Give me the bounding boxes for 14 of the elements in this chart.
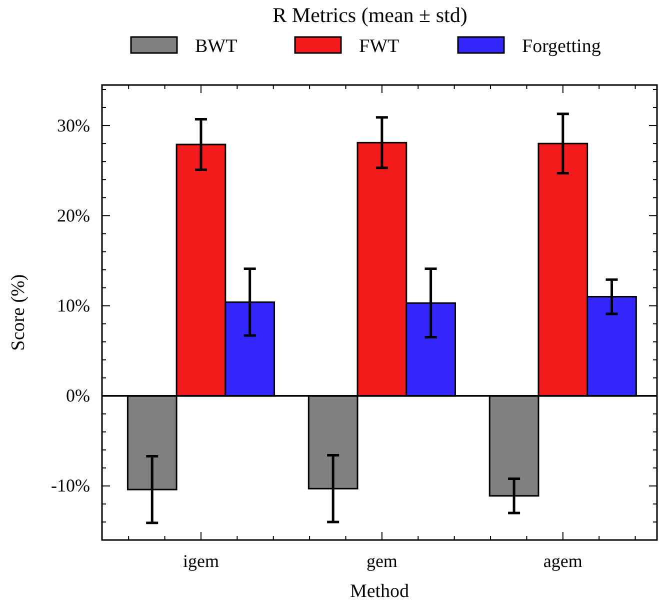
- legend-label: BWT: [195, 36, 238, 57]
- x-tick-label: igem: [182, 550, 219, 571]
- x-axis-title: Method: [350, 581, 410, 602]
- y-tick-label: -10%: [51, 476, 90, 496]
- x-tick-label: agem: [543, 550, 582, 571]
- x-tick-label: gem: [366, 550, 398, 571]
- y-axis-title: Score (%): [8, 274, 29, 351]
- legend-label: FWT: [359, 36, 400, 57]
- y-tick-label: 30%: [57, 115, 90, 136]
- y-tick-label: 0%: [66, 386, 90, 406]
- y-tick-label: 10%: [57, 296, 90, 316]
- legend-label: Forgetting: [522, 36, 602, 57]
- y-tick-label: 20%: [57, 205, 90, 226]
- legend-title: R Metrics (mean ± std): [272, 3, 468, 27]
